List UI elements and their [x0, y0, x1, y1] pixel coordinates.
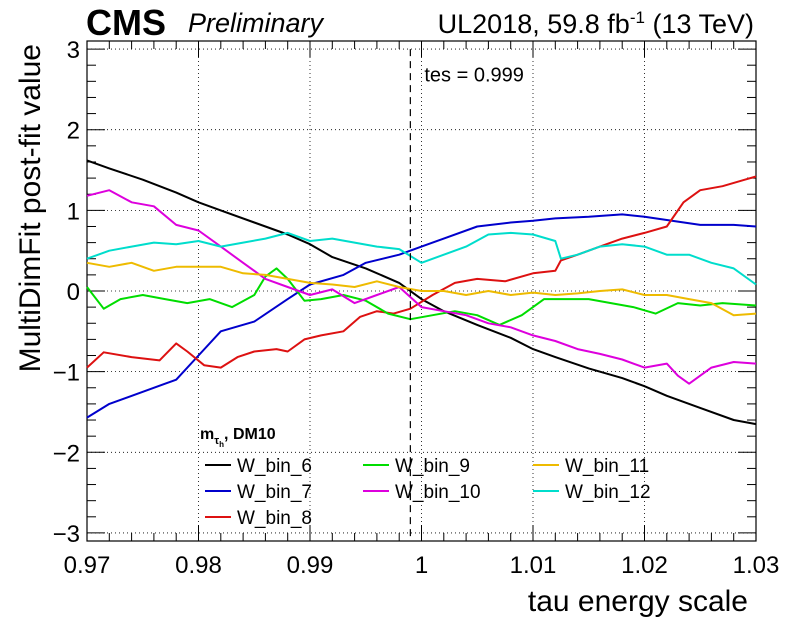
series-line-w-bin-7	[86, 213, 757, 419]
lumi-exponent: -1	[629, 8, 645, 27]
series-line-w-bin-8	[86, 175, 757, 369]
y-tick-label: 3	[67, 37, 80, 64]
preliminary-label: Preliminary	[188, 8, 324, 38]
legend-label-w-bin-8: W_bin_8	[237, 508, 312, 529]
x-tick-label: 0.99	[287, 552, 334, 579]
y-tick-label: −1	[53, 360, 80, 387]
y-tick-label: 1	[67, 198, 80, 225]
cms-label: CMS	[86, 2, 166, 43]
series-line-w-bin-9	[86, 267, 757, 326]
legend-label-w-bin-11: W_bin_11	[565, 456, 649, 477]
legend: mτh, DM10 W_bin_6 W_bin_7 W_bin_8 W_bin_9 W_…	[200, 426, 651, 529]
series-line-w-bin-11	[86, 261, 757, 317]
y-tick-label: 0	[67, 279, 80, 306]
lumi-energy: (13 TeV)	[644, 9, 754, 39]
x-axis-label: tau energy scale	[528, 585, 748, 618]
lumi-text: UL2018, 59.8 fb	[437, 9, 630, 39]
x-tick-label: 1.02	[621, 552, 668, 579]
y-tick-label: −3	[53, 521, 80, 548]
legend-label-w-bin-6: W_bin_6	[237, 456, 312, 477]
grid	[86, 41, 757, 541]
x-tick-label: 0.98	[175, 552, 222, 579]
x-tick-label: 1.01	[510, 552, 557, 579]
x-tick-label: 0.97	[64, 552, 111, 579]
legend-label-w-bin-7: W_bin_7	[237, 482, 312, 503]
legend-label-w-bin-12: W_bin_12	[565, 482, 651, 503]
y-tick-label: 2	[67, 118, 80, 145]
series-lines	[86, 159, 757, 426]
series-line-w-bin-6	[86, 159, 757, 426]
series-line-w-bin-10	[86, 189, 757, 385]
axis-ticks: 0.97 0.98 0.99 1 1.01 1.02 1.03 −3 −2 −1 0 1 2 3	[53, 37, 780, 579]
x-tick-label: 1	[415, 552, 428, 579]
y-axis-label: MultiDimFit post-fit value	[14, 44, 47, 372]
tes-annotation: tes = 0.999	[424, 64, 524, 86]
y-tick-label: −2	[53, 440, 80, 467]
x-tick-label: 1.03	[733, 552, 780, 579]
series-line-w-bin-12	[86, 231, 757, 286]
legend-label-w-bin-9: W_bin_9	[395, 456, 470, 477]
legend-title: mτh, DM10	[200, 426, 276, 449]
legend-label-w-bin-10: W_bin_10	[395, 482, 481, 503]
luminosity-label: UL2018, 59.8 fb-1 (13 TeV)	[438, 8, 754, 40]
